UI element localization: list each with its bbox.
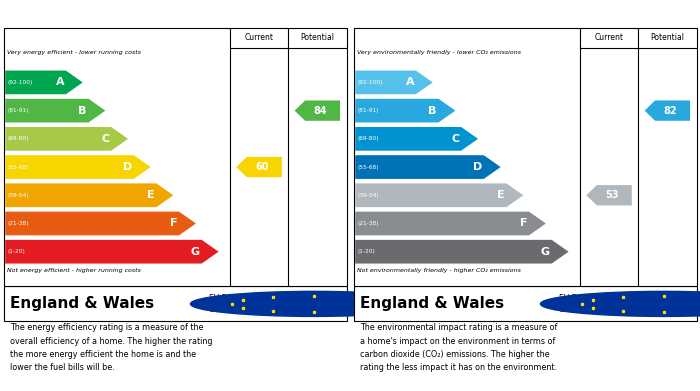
Polygon shape: [5, 99, 106, 122]
Polygon shape: [5, 127, 128, 151]
Text: England & Wales: England & Wales: [10, 296, 155, 311]
Text: England & Wales: England & Wales: [360, 296, 505, 311]
Text: Energy Efficiency Rating: Energy Efficiency Rating: [8, 9, 171, 22]
Text: E: E: [147, 190, 155, 200]
Polygon shape: [355, 155, 500, 179]
Polygon shape: [587, 185, 632, 205]
Text: (81-91): (81-91): [358, 108, 379, 113]
Text: B: B: [428, 106, 437, 116]
Text: (55-68): (55-68): [8, 165, 29, 170]
Text: G: G: [541, 247, 550, 257]
Polygon shape: [355, 212, 546, 235]
Text: A: A: [55, 77, 64, 88]
Polygon shape: [355, 183, 524, 207]
Text: C: C: [452, 134, 459, 144]
Circle shape: [540, 291, 700, 316]
Text: (69-80): (69-80): [358, 136, 379, 141]
Polygon shape: [295, 100, 340, 121]
Polygon shape: [645, 100, 690, 121]
Text: EU Directive
2002/91/EC: EU Directive 2002/91/EC: [559, 294, 606, 314]
Text: D: D: [473, 162, 482, 172]
Polygon shape: [5, 155, 150, 179]
Text: 60: 60: [256, 162, 269, 172]
Text: (39-54): (39-54): [8, 193, 29, 198]
Text: Environmental Impact (CO₂) Rating: Environmental Impact (CO₂) Rating: [358, 9, 591, 22]
Text: 84: 84: [314, 106, 327, 116]
Text: E: E: [497, 190, 505, 200]
Text: Not energy efficient - higher running costs: Not energy efficient - higher running co…: [7, 268, 141, 273]
Text: Current: Current: [594, 34, 624, 43]
Polygon shape: [355, 240, 568, 264]
Text: Very environmentally friendly - lower CO₂ emissions: Very environmentally friendly - lower CO…: [357, 50, 521, 55]
Text: B: B: [78, 106, 87, 116]
Text: The environmental impact rating is a measure of
a home's impact on the environme: The environmental impact rating is a mea…: [360, 323, 558, 372]
Text: (92-100): (92-100): [358, 80, 384, 85]
Polygon shape: [355, 99, 456, 122]
Polygon shape: [5, 70, 83, 94]
Polygon shape: [237, 157, 282, 177]
Text: Very energy efficient - lower running costs: Very energy efficient - lower running co…: [7, 50, 141, 55]
Text: Current: Current: [244, 34, 274, 43]
Text: (1-20): (1-20): [358, 249, 376, 254]
Polygon shape: [355, 70, 433, 94]
Text: A: A: [405, 77, 414, 88]
Polygon shape: [5, 240, 218, 264]
Text: (92-100): (92-100): [8, 80, 34, 85]
Circle shape: [190, 291, 438, 316]
Text: (81-91): (81-91): [8, 108, 29, 113]
Text: (21-38): (21-38): [8, 221, 29, 226]
Text: G: G: [191, 247, 200, 257]
Text: (69-80): (69-80): [8, 136, 29, 141]
Text: EU Directive
2002/91/EC: EU Directive 2002/91/EC: [209, 294, 256, 314]
Text: (55-68): (55-68): [358, 165, 379, 170]
Text: 53: 53: [606, 190, 619, 200]
Text: The energy efficiency rating is a measure of the
overall efficiency of a home. T: The energy efficiency rating is a measur…: [10, 323, 213, 372]
Text: Potential: Potential: [650, 34, 685, 43]
Text: (1-20): (1-20): [8, 249, 26, 254]
Text: F: F: [170, 219, 177, 228]
Polygon shape: [5, 183, 174, 207]
Text: C: C: [102, 134, 109, 144]
Text: 82: 82: [664, 106, 677, 116]
Polygon shape: [355, 127, 478, 151]
Text: (21-38): (21-38): [358, 221, 379, 226]
Text: (39-54): (39-54): [358, 193, 379, 198]
Text: Potential: Potential: [300, 34, 335, 43]
Text: D: D: [122, 162, 132, 172]
Text: Not environmentally friendly - higher CO₂ emissions: Not environmentally friendly - higher CO…: [357, 268, 521, 273]
Text: F: F: [520, 219, 527, 228]
Polygon shape: [5, 212, 196, 235]
